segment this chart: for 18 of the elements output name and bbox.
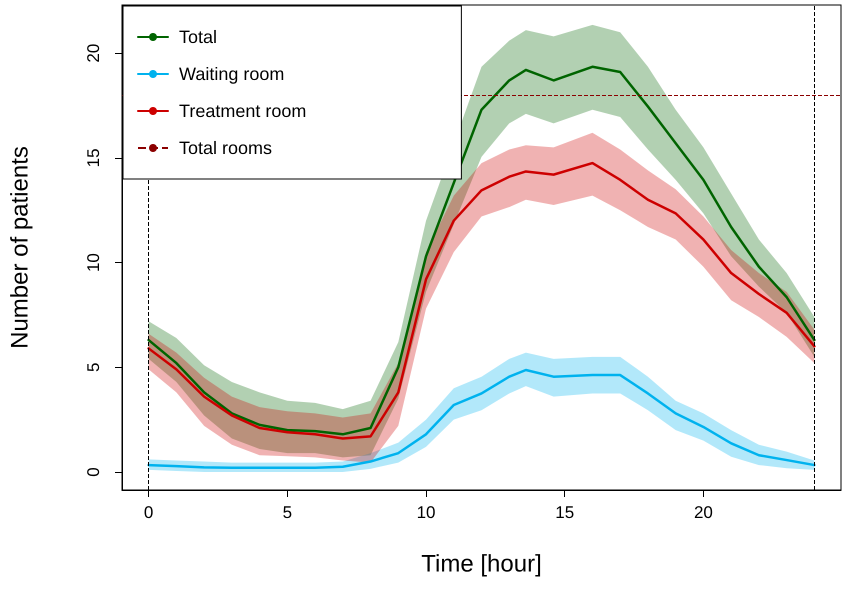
legend-label: Treatment room bbox=[179, 101, 306, 121]
x-tick-label: 15 bbox=[555, 503, 574, 522]
y-tick-label: 20 bbox=[84, 44, 103, 63]
y-tick-label: 15 bbox=[84, 148, 103, 168]
line-series bbox=[147, 368, 816, 470]
x-tick-label: 10 bbox=[416, 503, 436, 522]
x-tick-label: 20 bbox=[694, 503, 713, 522]
y-tick-label: 5 bbox=[84, 362, 103, 372]
y-tick-label: 0 bbox=[84, 467, 103, 477]
legend-label: Waiting room bbox=[179, 64, 284, 84]
y-axis-title: Number of patients bbox=[6, 146, 34, 349]
legend-label: Total rooms bbox=[179, 138, 272, 158]
legend-label: Total bbox=[179, 27, 218, 47]
x-tick-label: 0 bbox=[144, 503, 154, 522]
y-tick-label: 10 bbox=[84, 253, 103, 272]
x-axis-title: Time [hour] bbox=[421, 550, 542, 578]
line-series bbox=[147, 162, 816, 440]
x-tick-label: 5 bbox=[282, 503, 292, 522]
